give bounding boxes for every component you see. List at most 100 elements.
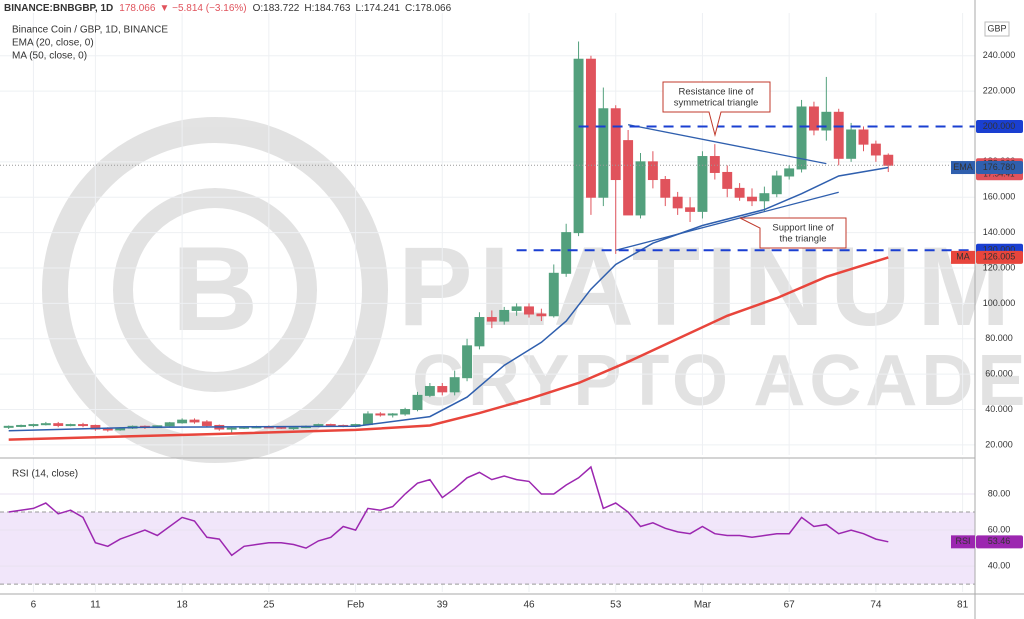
candle-body bbox=[771, 175, 782, 195]
candle-body bbox=[16, 424, 27, 427]
x-tick-label: 81 bbox=[957, 600, 969, 611]
candle-body bbox=[709, 156, 720, 173]
candle-body bbox=[846, 129, 857, 159]
x-tick-label: 25 bbox=[263, 600, 275, 611]
legend-entry: EMA (20, close, 0) bbox=[12, 38, 94, 49]
rsi-band bbox=[0, 512, 975, 585]
candle-body bbox=[201, 421, 212, 426]
x-tick-label: Mar bbox=[694, 600, 712, 611]
tag-name-box bbox=[951, 250, 975, 264]
candle-body bbox=[511, 306, 522, 311]
candle-body bbox=[697, 156, 708, 212]
candle-body bbox=[486, 317, 497, 322]
series-line bbox=[8, 465, 889, 557]
annotation: Resistance line of symmetrical triangle … bbox=[662, 81, 847, 249]
x-tick-label: 46 bbox=[523, 600, 535, 611]
candle-body bbox=[635, 161, 646, 216]
candle-body bbox=[437, 386, 448, 393]
price-tag-label: 130.000 bbox=[983, 245, 1016, 255]
x-tick-label: 18 bbox=[177, 600, 189, 611]
annotation-text: the triangle bbox=[779, 234, 826, 245]
tag-name: MA bbox=[956, 252, 970, 262]
candle-body bbox=[796, 106, 807, 170]
watermark-logo: B bbox=[172, 222, 259, 356]
tag-name: RSI bbox=[955, 536, 970, 546]
legend-entry: MA (50, close, 0) bbox=[12, 51, 87, 62]
candle-body bbox=[412, 394, 423, 411]
y-tick-label: 140.000 bbox=[983, 227, 1016, 237]
candle-body bbox=[524, 306, 534, 315]
candle-body bbox=[747, 196, 757, 202]
y-tick-label: 220.000 bbox=[983, 85, 1016, 95]
watermark-ring bbox=[113, 188, 317, 392]
candle-body bbox=[759, 193, 770, 202]
candle-body bbox=[870, 143, 881, 156]
watermark-text: PLATINUM bbox=[398, 224, 1016, 349]
trend-line bbox=[627, 124, 827, 165]
last-price: 178.066 bbox=[119, 3, 156, 14]
candle-body bbox=[424, 386, 435, 396]
x-tick-label: Feb bbox=[347, 600, 365, 611]
candle-body bbox=[362, 413, 373, 426]
candle-body bbox=[177, 419, 188, 424]
y-tick-label: 60.00 bbox=[988, 524, 1011, 534]
annotation-box bbox=[739, 217, 847, 249]
annotation-text: symmetrical triangle bbox=[674, 98, 758, 109]
close: C:178.066 bbox=[405, 3, 452, 14]
candle-body bbox=[623, 140, 634, 216]
change: ▼ −5.814 (−3.16%) bbox=[159, 3, 246, 14]
tag-name: EMA bbox=[953, 162, 973, 172]
annotation-text: Resistance line of bbox=[679, 87, 754, 98]
candle-body bbox=[573, 58, 584, 234]
candle-body bbox=[821, 111, 832, 131]
candle-body bbox=[288, 427, 299, 430]
candle-body bbox=[883, 154, 894, 166]
y-tick-label: 100.000 bbox=[983, 298, 1016, 308]
y-tick-label: 60.000 bbox=[985, 369, 1013, 379]
candle-body bbox=[660, 179, 671, 198]
candle-body bbox=[40, 423, 51, 426]
annotation-box bbox=[662, 81, 771, 137]
x-tick-label: 67 bbox=[784, 600, 796, 611]
candle-body bbox=[808, 106, 819, 131]
candle-body bbox=[685, 207, 696, 212]
price-tag bbox=[976, 161, 1023, 175]
series-line bbox=[8, 256, 889, 441]
chart-title: Binance Coin / GBP, 1D, BINANCE bbox=[12, 25, 168, 36]
symbol: BINANCE:BNBGBP, 1D bbox=[4, 3, 113, 14]
x-tick-label: 74 bbox=[870, 600, 882, 611]
candle-body bbox=[722, 171, 733, 189]
y-tick-label: 80.000 bbox=[985, 333, 1013, 343]
price-tag-label: 53.46 bbox=[988, 536, 1011, 546]
candle-body bbox=[387, 413, 398, 416]
tag-name-box bbox=[951, 161, 975, 175]
y-tick-label: 40.000 bbox=[985, 404, 1013, 414]
price-tag bbox=[976, 250, 1023, 264]
y-tick-label: 240.000 bbox=[983, 50, 1016, 60]
y-tick-label: 120.000 bbox=[983, 262, 1016, 272]
currency-box bbox=[984, 21, 1010, 37]
open: O:183.722 bbox=[253, 3, 300, 14]
candle-body bbox=[226, 427, 237, 430]
candle-body bbox=[102, 428, 113, 431]
candle-body bbox=[647, 161, 658, 181]
candle-body bbox=[164, 422, 175, 427]
candle-body bbox=[672, 196, 683, 209]
candle-body bbox=[499, 309, 510, 322]
candle-body bbox=[784, 168, 795, 177]
candle-body bbox=[833, 111, 844, 159]
candle-body bbox=[561, 232, 572, 274]
candle-body bbox=[598, 108, 609, 198]
candle-body bbox=[548, 272, 559, 317]
candle-body bbox=[858, 129, 869, 145]
candle-body bbox=[585, 58, 596, 198]
candle-body bbox=[53, 423, 64, 426]
annotation-text: Support line of bbox=[772, 223, 834, 234]
candle-body bbox=[536, 313, 547, 317]
candle-body bbox=[78, 424, 88, 427]
y-tick-label: 80.00 bbox=[988, 488, 1011, 498]
y-tick-label: 40.00 bbox=[988, 560, 1011, 570]
low: L:174.241 bbox=[356, 3, 401, 14]
header: BINANCE:BNBGBP, 1D 178.066 ▼ −5.814 (−3.16… bbox=[4, 3, 452, 14]
